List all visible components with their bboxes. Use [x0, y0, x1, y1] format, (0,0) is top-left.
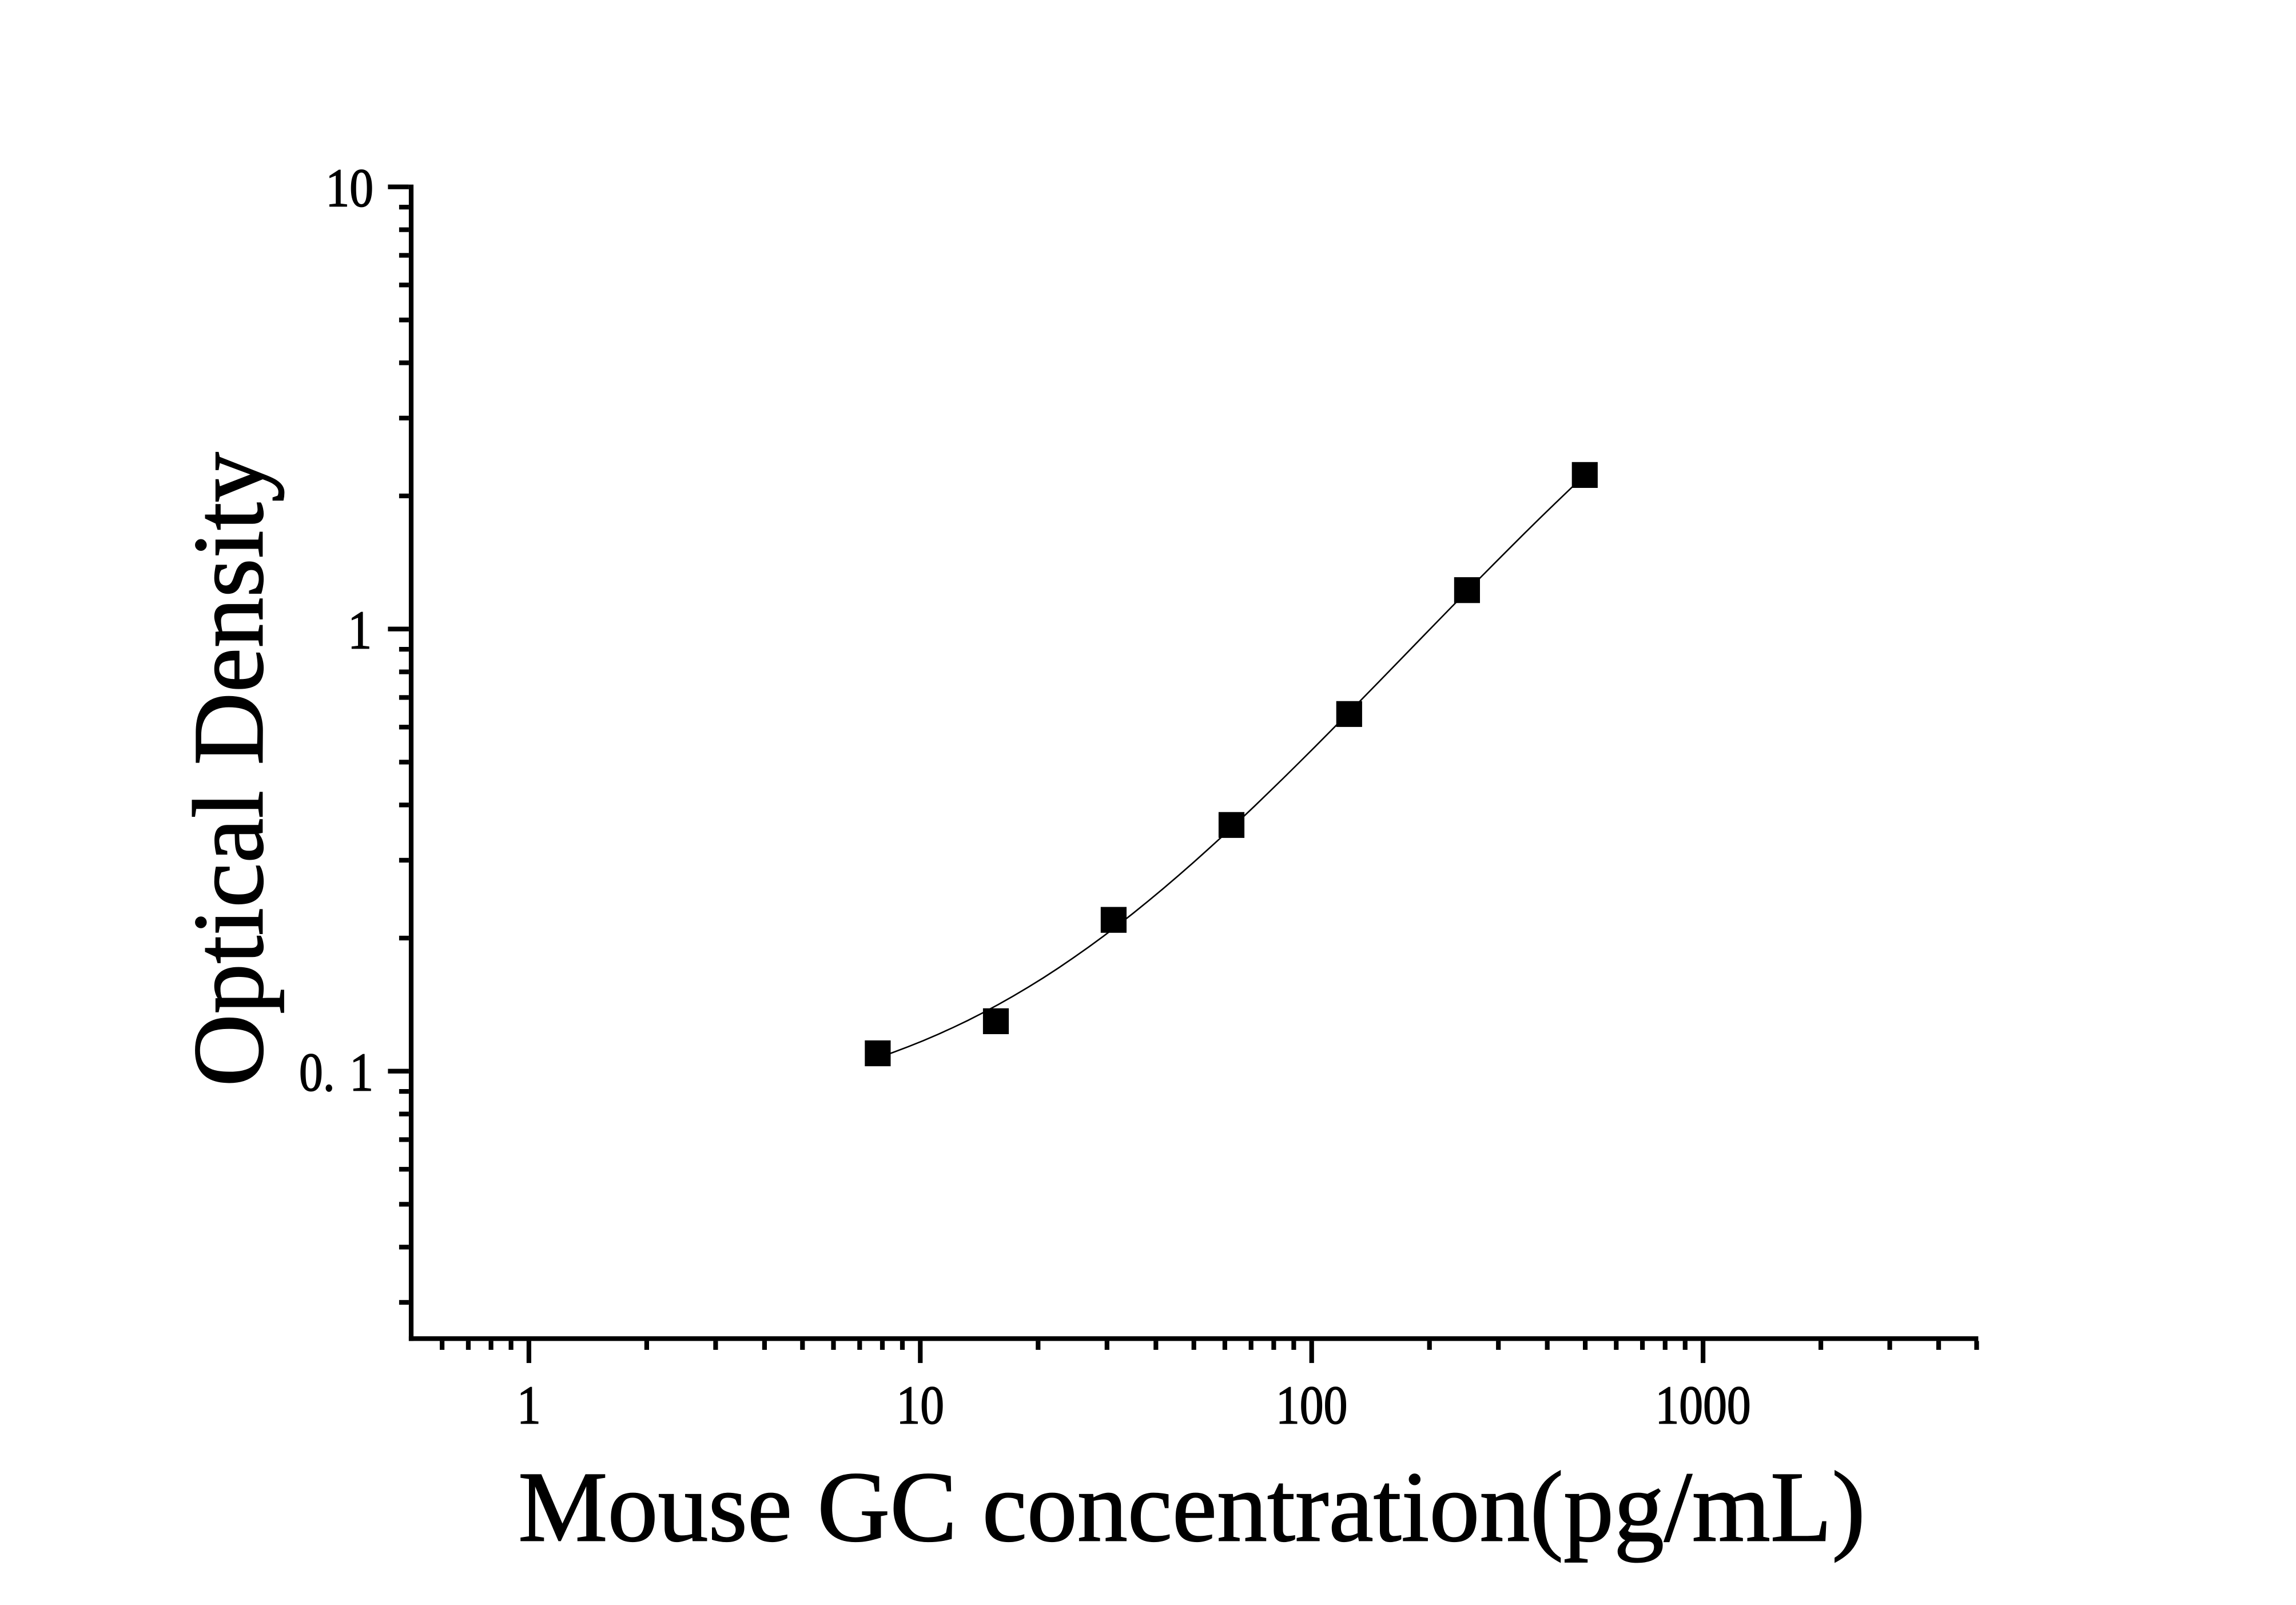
svg-text:10: 10 — [897, 1376, 945, 1436]
svg-text:0.1: 0. 1 — [299, 1043, 373, 1103]
svg-text:1: 1 — [517, 1376, 541, 1436]
svg-text:1: 1 — [348, 601, 372, 661]
svg-text:1000: 1000 — [1656, 1376, 1751, 1436]
svg-text:100: 100 — [1276, 1376, 1347, 1436]
svg-text:Mouse GC concentration(pg/mL): Mouse GC concentration(pg/mL) — [518, 1452, 1865, 1563]
svg-text:Optical Density: Optical Density — [173, 452, 285, 1087]
svg-text:10: 10 — [325, 158, 373, 218]
